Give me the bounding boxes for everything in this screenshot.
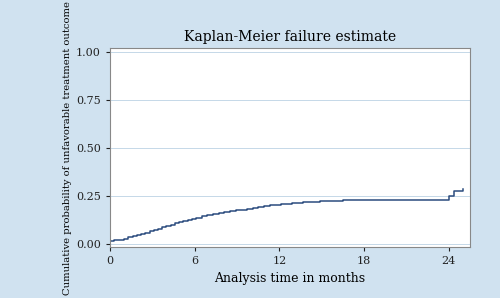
X-axis label: Analysis time in months: Analysis time in months: [214, 272, 366, 285]
Title: Kaplan-Meier failure estimate: Kaplan-Meier failure estimate: [184, 30, 396, 44]
Y-axis label: Cumulative probability of unfavorable treatment outcome: Cumulative probability of unfavorable tr…: [63, 1, 72, 294]
